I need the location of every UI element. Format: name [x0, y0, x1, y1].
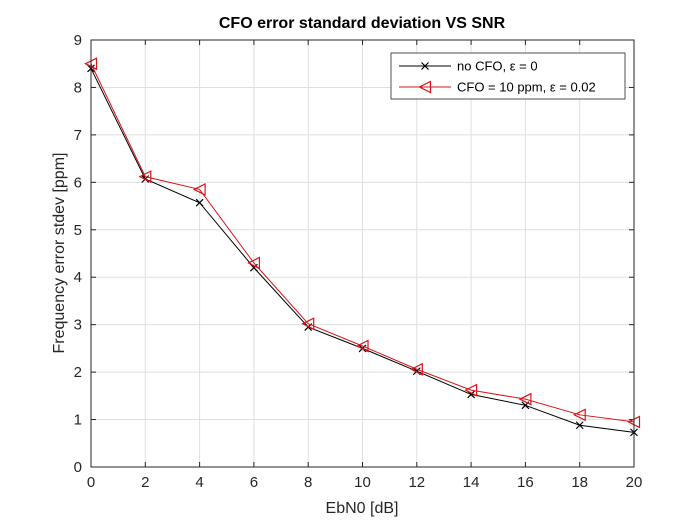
x-tick-label: 10	[354, 474, 371, 491]
data-point	[355, 339, 369, 353]
y-tick-label: 3	[74, 317, 82, 334]
x-tick-label: 2	[141, 474, 149, 491]
y-tick-label: 7	[74, 127, 82, 144]
y-tick-label: 0	[74, 459, 82, 476]
data-point	[192, 182, 206, 196]
series-line	[90, 63, 635, 423]
data-point	[301, 317, 315, 331]
y-tick-label: 4	[74, 269, 82, 286]
x-tick-label: 6	[250, 474, 258, 491]
x-tick-label: 16	[517, 474, 534, 491]
y-axis-label: Frequency error stdev [ppm]	[51, 153, 68, 354]
legend-marker	[418, 80, 432, 94]
data-series	[84, 57, 641, 437]
plot-frame	[90, 39, 635, 468]
x-tick-label: 4	[195, 474, 203, 491]
y-tick-label: 1	[74, 412, 82, 429]
x-tick-labels: 0 2 4 6 8 10 12 14 16 18 20	[87, 474, 643, 491]
legend-entry: CFO = 10 ppm, ε = 0.02	[399, 80, 596, 95]
data-point	[572, 408, 586, 422]
x-tick-label: 8	[304, 474, 312, 491]
legend-entries: no CFO, ε = 0 CFO = 10 ppm, ε = 0.02	[399, 59, 596, 95]
series-2	[84, 57, 641, 429]
x-tick-label: 12	[408, 474, 425, 491]
data-point	[409, 362, 423, 376]
legend-label: no CFO, ε = 0	[457, 59, 538, 74]
legend-entry: no CFO, ε = 0	[399, 59, 538, 74]
x-tick-label: 20	[626, 474, 643, 491]
x-tick-label: 14	[463, 474, 480, 491]
y-tick-labels: 0 1 2 3 4 5 6 7 8 9	[74, 32, 82, 476]
legend: no CFO, ε = 0 CFO = 10 ppm, ε = 0.02	[390, 52, 626, 100]
y-tick-label: 9	[74, 32, 82, 49]
data-point	[464, 383, 478, 397]
data-point	[575, 421, 584, 430]
data-point	[138, 170, 152, 184]
chart-title: CFO error standard deviation VS SNR	[219, 15, 506, 32]
x-tick-label: 0	[87, 474, 95, 491]
y-tick-label: 6	[74, 174, 82, 191]
x-axis-label: EbN0 [dB]	[326, 500, 399, 517]
data-point	[518, 392, 532, 406]
y-tick-label: 5	[74, 222, 82, 239]
legend-marker	[421, 62, 429, 70]
y-tick-label: 2	[74, 364, 82, 381]
x-tick-label: 18	[571, 474, 588, 491]
data-point	[247, 256, 260, 270]
y-tick-label: 8	[74, 79, 82, 96]
legend-label: CFO = 10 ppm, ε = 0.02	[457, 80, 596, 95]
data-point	[195, 198, 204, 207]
